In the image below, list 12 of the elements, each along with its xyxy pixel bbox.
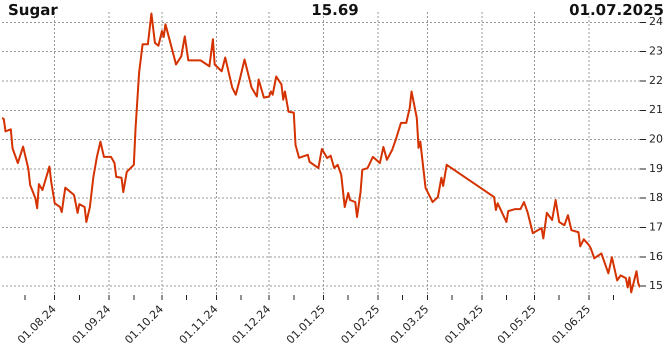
y-tick-label: 15 [649, 279, 664, 292]
y-tick-label: 24 [649, 15, 664, 28]
y-tick-label: 22 [649, 74, 664, 87]
chart-title: Sugar [8, 1, 58, 19]
y-tick-label: 23 [649, 44, 664, 58]
y-tick-label: 19 [649, 162, 664, 175]
y-tick-label: 20 [649, 132, 664, 146]
y-tick-label: 17 [649, 220, 664, 234]
y-tick-label: 21 [649, 103, 664, 116]
y-tick-label: 18 [649, 191, 664, 204]
y-tick-label: 16 [649, 250, 664, 263]
chart-subtitle: 15.69 [311, 1, 359, 19]
